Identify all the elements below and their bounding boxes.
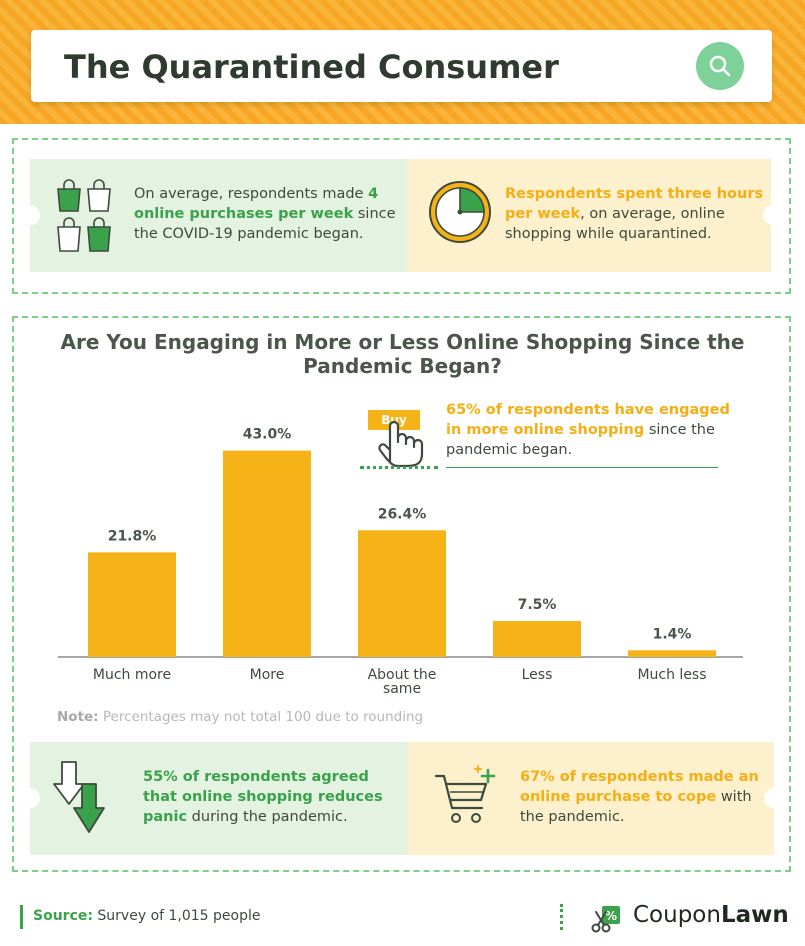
arrow-down-icon	[53, 761, 105, 833]
purchases-text: On average, respondents made 4 online pu…	[134, 186, 396, 242]
search-button[interactable]	[696, 42, 744, 90]
chart-note: Note: Percentages may not total 100 due …	[57, 709, 424, 725]
tick-label: same	[383, 681, 421, 697]
buy-label: Buy	[381, 413, 407, 427]
shopping-bags-icon	[57, 179, 111, 252]
chart-box	[12, 316, 791, 872]
hours-panel: Respondents spent three hours per week, …	[407, 159, 771, 272]
tick-label: Less	[522, 667, 553, 683]
hours-text: Respondents spent three hours per week, …	[505, 186, 764, 242]
ticket-notch	[20, 788, 40, 808]
tick-label: About the	[368, 667, 437, 683]
callout-dotted-line	[360, 466, 438, 469]
callout-underline	[446, 467, 718, 468]
data-label: 7.5%	[518, 597, 557, 613]
chart-title: Are You Engaging in More or Less Online …	[60, 330, 745, 378]
bar	[358, 530, 446, 657]
ticket-notch	[20, 205, 40, 225]
panic-text: 55% of respondents agreed that online sh…	[143, 769, 383, 825]
data-label: 43.0%	[243, 427, 292, 443]
footer-accent-bar	[20, 905, 23, 929]
footer-divider	[560, 904, 564, 930]
panic-panel: 55% of respondents agreed that online sh…	[30, 742, 408, 855]
buy-hand-icon: Buy	[368, 410, 424, 468]
bar	[628, 650, 716, 657]
cope-text: 67% of respondents made an online purcha…	[520, 769, 759, 825]
clock-icon	[429, 181, 491, 243]
purchases-panel: On average, respondents made 4 online pu…	[30, 159, 407, 272]
footer-source: Source: Survey of 1,015 people	[33, 908, 261, 924]
ticket-notch	[764, 788, 784, 808]
shopping-cart-icon	[434, 765, 496, 823]
title-card: The Quarantined Consumer	[31, 30, 772, 102]
couponlawn-logo-icon: %	[591, 906, 620, 933]
cope-panel: 67% of respondents made an online purcha…	[408, 742, 774, 855]
tick-label: Much less	[637, 667, 706, 683]
ticket-notch	[763, 205, 783, 225]
tick-label: More	[250, 667, 285, 683]
tick-label: Much more	[93, 667, 171, 683]
top-stats-box	[12, 138, 791, 294]
brand-name: CouponLawn	[633, 902, 789, 928]
callout-text: 65% of respondents have engaged in more …	[446, 402, 730, 458]
page-title: The Quarantined Consumer	[64, 48, 559, 86]
search-icon	[709, 55, 731, 77]
data-label: 26.4%	[378, 506, 427, 522]
data-label: 21.8%	[108, 528, 157, 544]
data-label: 1.4%	[653, 626, 692, 642]
bar	[493, 621, 581, 657]
bar	[88, 552, 176, 657]
svg-text:%: %	[605, 909, 617, 923]
bar	[223, 450, 311, 657]
